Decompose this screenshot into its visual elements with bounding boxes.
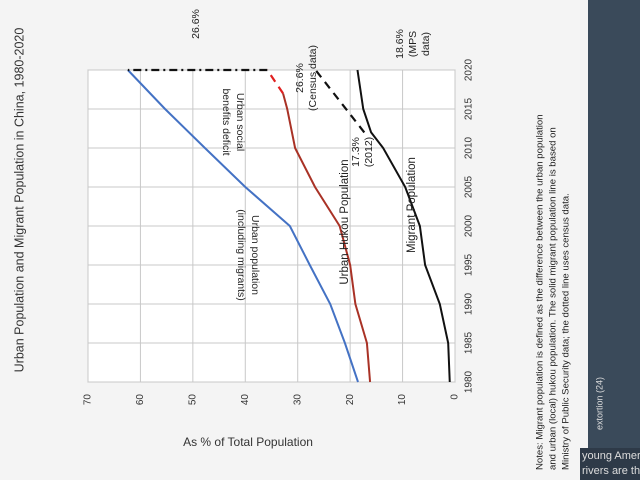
background-text: extortion (24): [594, 377, 604, 430]
annotation: benefits deficit: [220, 88, 232, 155]
rotated-chart: Urban Population and Migrant Population …: [12, 28, 474, 406]
annotation: 18.6%: [394, 29, 406, 59]
x-tick-label: 1990: [464, 292, 475, 315]
y-tick-label: 40: [240, 394, 251, 406]
annotation: 26.6%: [294, 63, 306, 93]
x-tick-label: 1985: [464, 331, 475, 354]
background-strip: [588, 0, 640, 480]
annotations: Urban population (including migrants) Ur…: [190, 9, 432, 301]
notes: Notes: Migrant population is defined as …: [535, 114, 572, 470]
y-tick-label: 60: [135, 394, 146, 406]
x-tick-label: 1980: [464, 370, 475, 393]
annotation: Migrant Population: [406, 157, 418, 253]
annotation: (Census data): [307, 45, 319, 111]
y-tick-label: 30: [292, 394, 303, 406]
annotation: data): [420, 32, 432, 56]
note-line: Notes: Migrant population is defined as …: [535, 114, 546, 470]
annotation: 17.3%: [350, 137, 362, 167]
note-line: Ministry of Public Security data; the do…: [561, 193, 572, 470]
y-tick-label: 70: [83, 394, 94, 406]
x-tick-label: 2015: [464, 97, 475, 120]
annotation: (MPS: [407, 31, 419, 57]
y-tick-label: 10: [397, 394, 408, 406]
y-axis-label: As % of Total Population: [183, 435, 313, 449]
series-line: [266, 69, 284, 95]
y-tick-label: 20: [345, 394, 356, 406]
x-tick-label: 2020: [464, 58, 475, 81]
annotation: 26.6%: [190, 9, 202, 39]
annotation: Urban social: [234, 93, 246, 151]
x-tick-label: 2010: [464, 136, 475, 159]
note-line: and urban (local) hukou population. The …: [548, 127, 559, 470]
x-tick-label: 1995: [464, 253, 475, 276]
x-tick-label: 2000: [464, 214, 475, 237]
annotation: (including migrants): [235, 209, 247, 301]
series-line: [282, 93, 372, 383]
background-text: young Americans: [582, 450, 640, 462]
background-corner: [580, 448, 640, 480]
annotation: Urban population: [249, 215, 261, 295]
y-tick-label: 0: [450, 394, 461, 400]
background-text: rivers are the same –: [582, 465, 640, 477]
annotation: Urban Hukou Population: [339, 159, 351, 284]
series-line: [127, 69, 359, 383]
annotation: (2012): [363, 137, 375, 167]
y-tick-label: 50: [187, 394, 198, 406]
x-tick-label: 2005: [464, 175, 475, 198]
chart-title: Urban Population and Migrant Population …: [12, 28, 26, 373]
series-line: [356, 69, 451, 383]
